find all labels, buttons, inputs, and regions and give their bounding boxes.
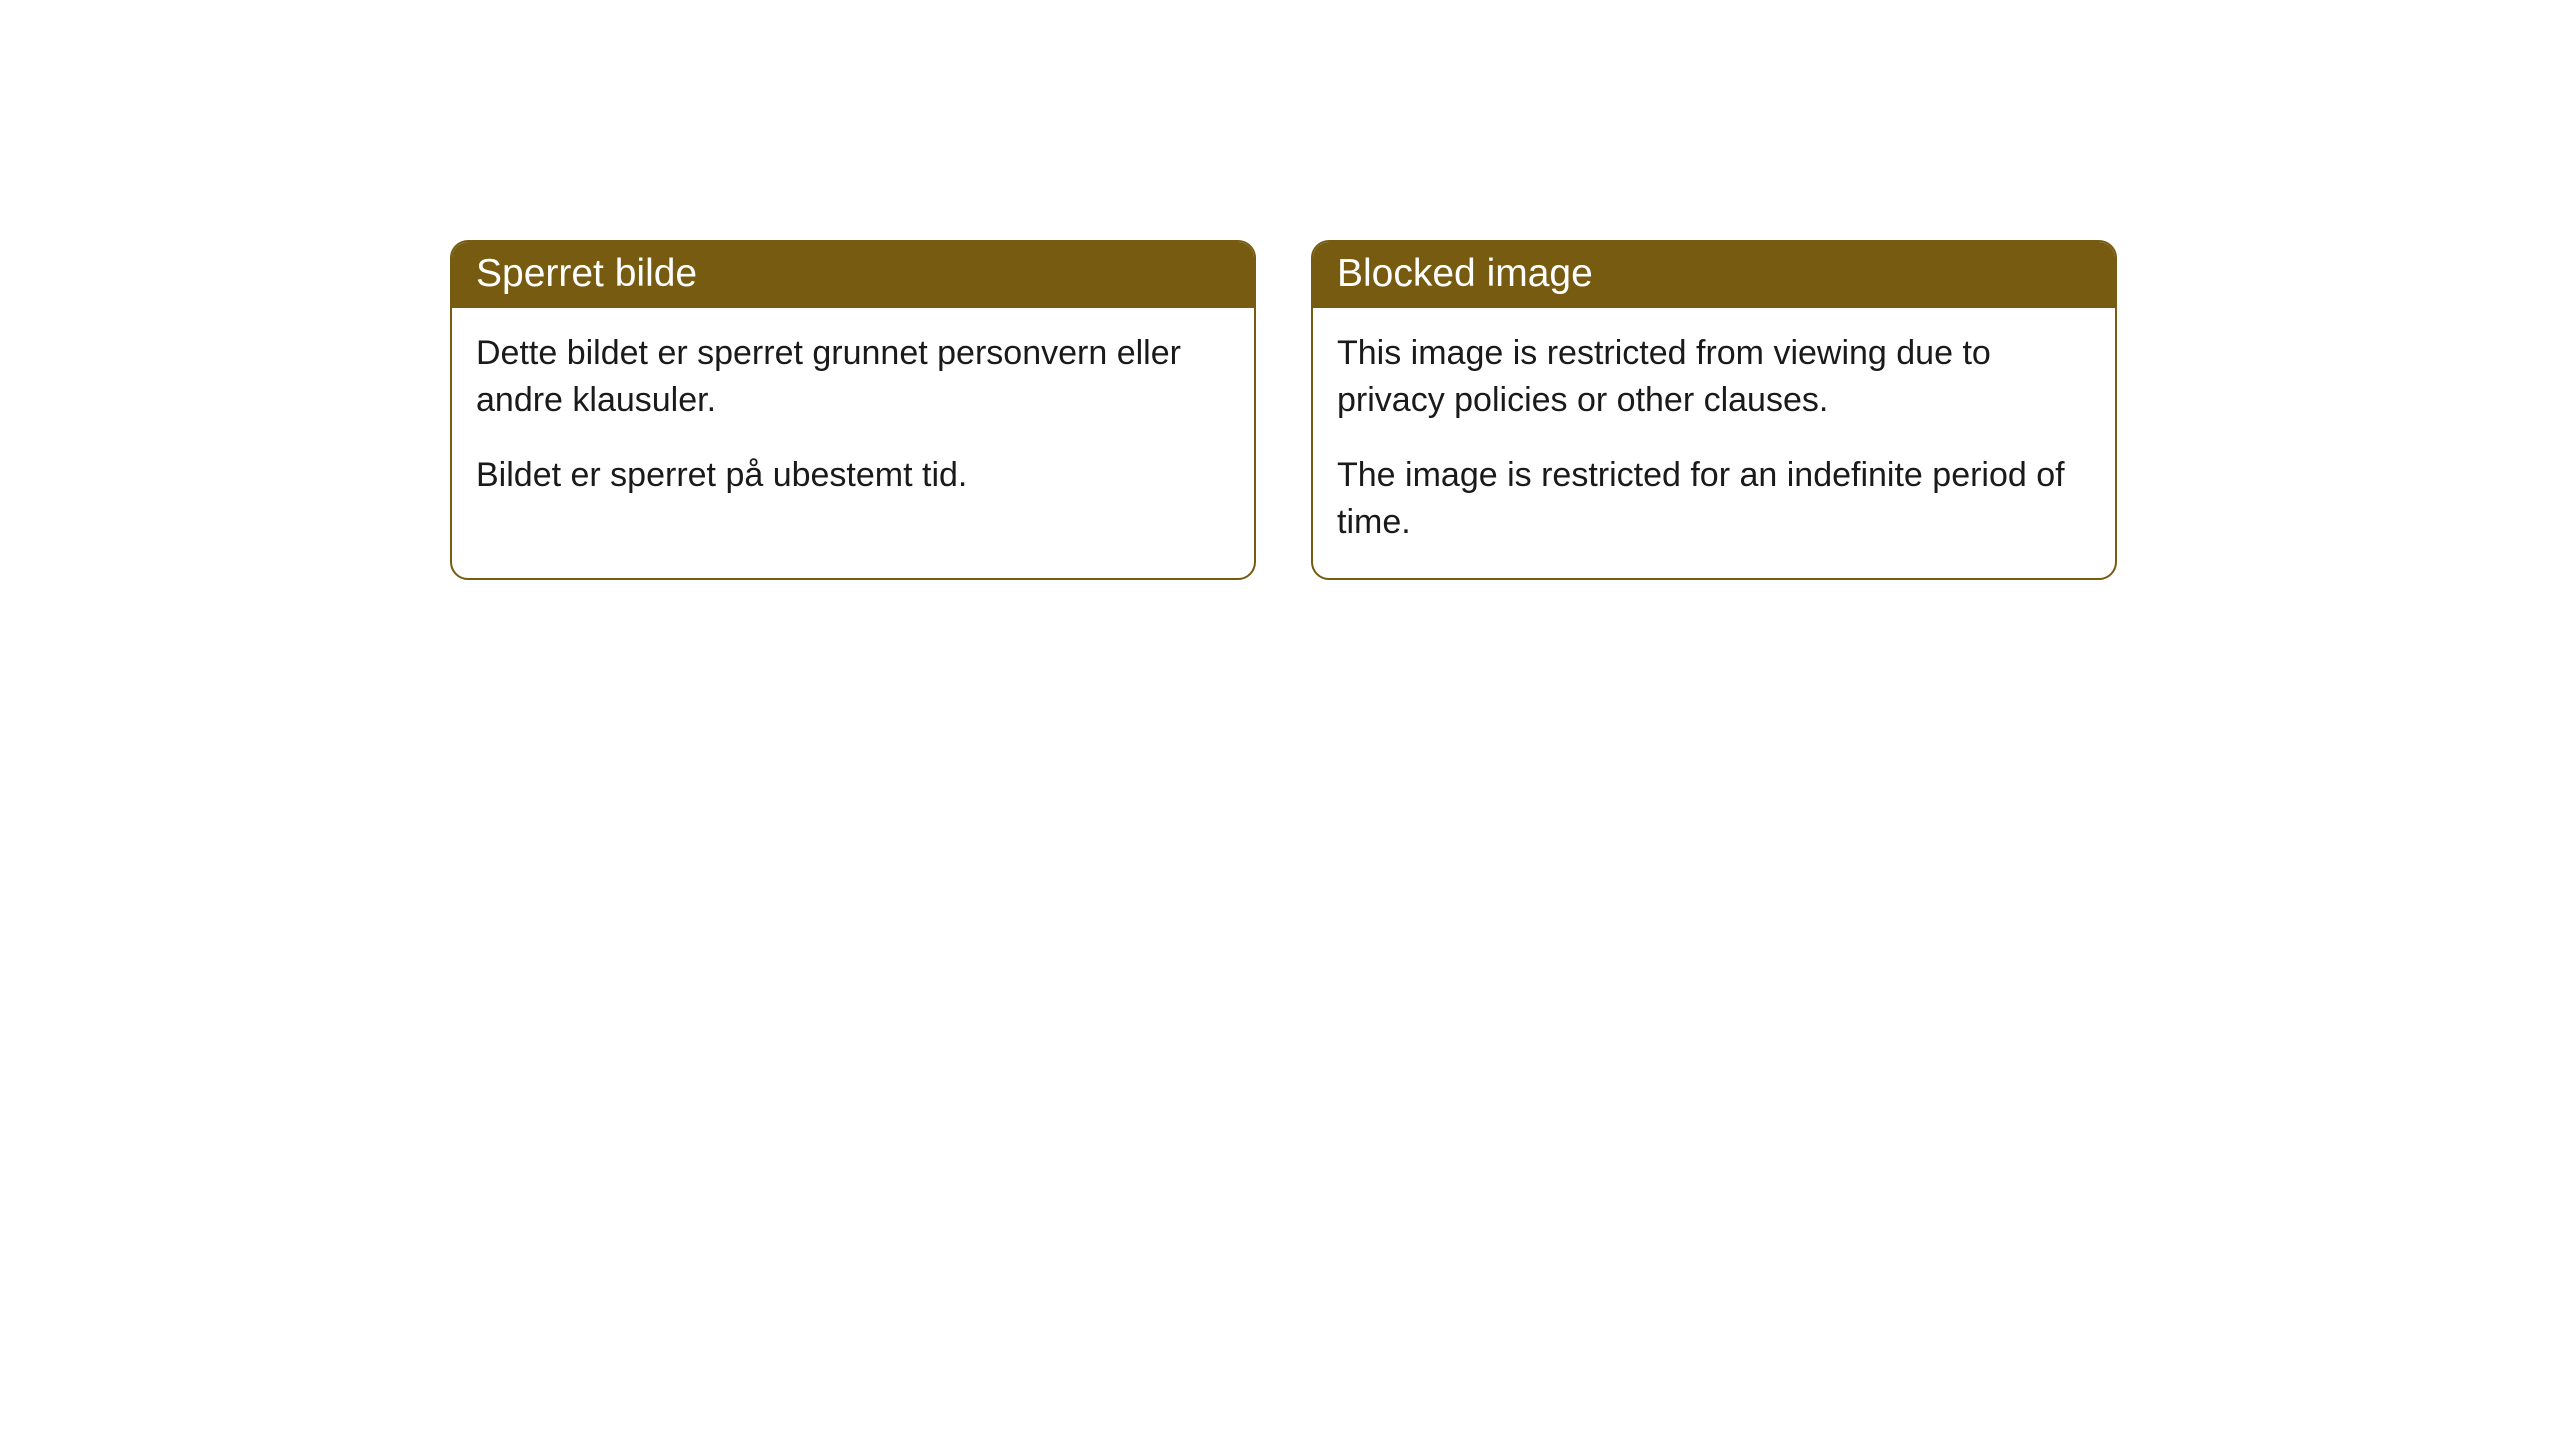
card-body-norwegian: Dette bildet er sperret grunnet personve… bbox=[452, 308, 1254, 531]
card-header-norwegian: Sperret bilde bbox=[452, 242, 1254, 308]
card-body-english-p1: This image is restricted from viewing du… bbox=[1337, 330, 2091, 424]
card-body-norwegian-p2: Bildet er sperret på ubestemt tid. bbox=[476, 452, 1230, 499]
card-body-norwegian-p1: Dette bildet er sperret grunnet personve… bbox=[476, 330, 1230, 424]
notice-card-norwegian: Sperret bilde Dette bildet er sperret gr… bbox=[450, 240, 1256, 580]
notice-card-english: Blocked image This image is restricted f… bbox=[1311, 240, 2117, 580]
card-body-english: This image is restricted from viewing du… bbox=[1313, 308, 2115, 578]
card-header-english: Blocked image bbox=[1313, 242, 2115, 308]
notice-cards-container: Sperret bilde Dette bildet er sperret gr… bbox=[0, 0, 2560, 580]
card-body-english-p2: The image is restricted for an indefinit… bbox=[1337, 452, 2091, 546]
